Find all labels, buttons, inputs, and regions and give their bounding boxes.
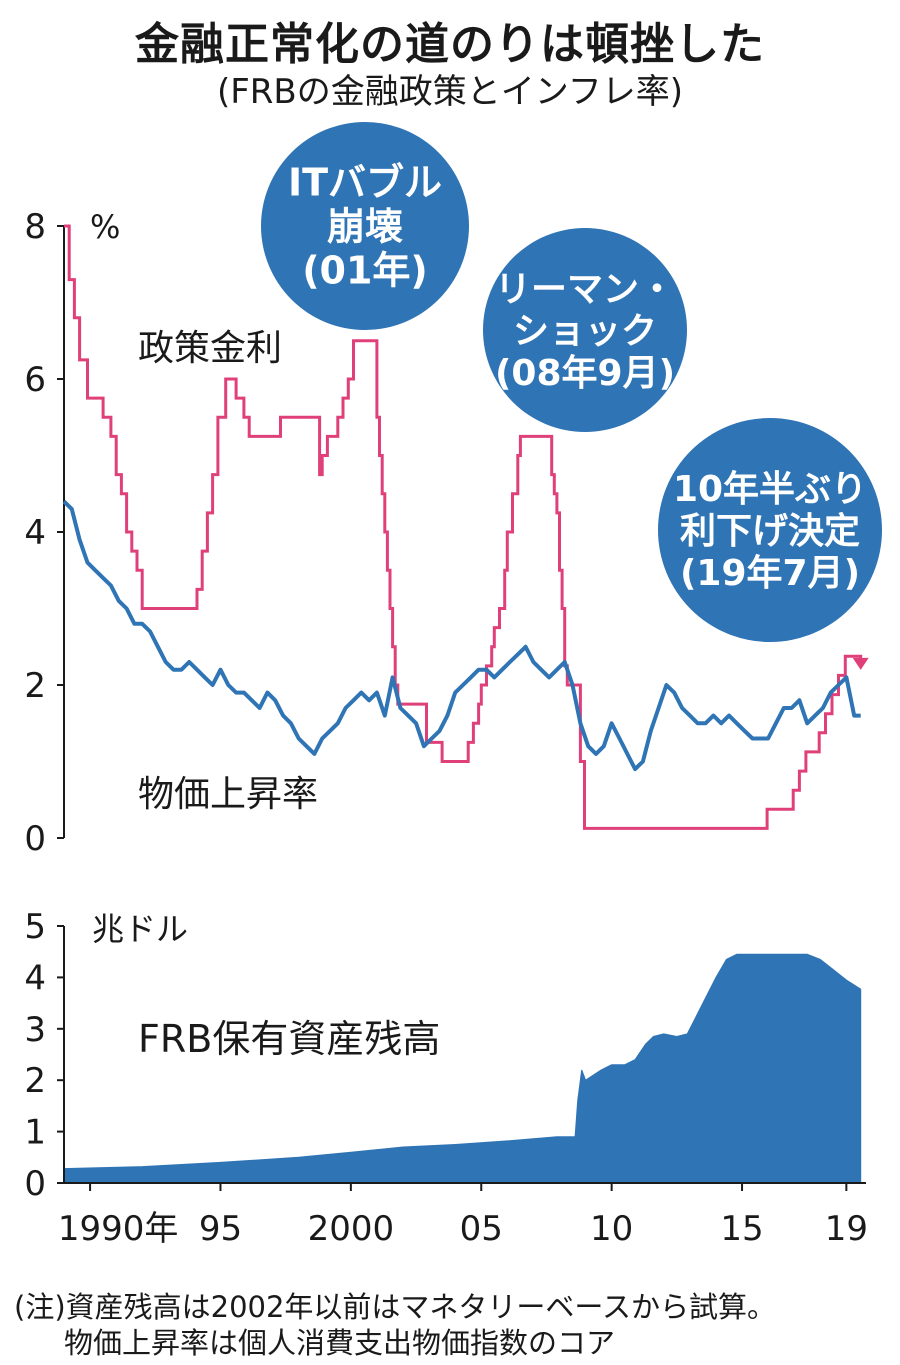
x-tick-label: 19 xyxy=(825,1209,868,1249)
note-line-2: 物価上昇率は個人消費支出物価指数のコア xyxy=(64,1326,616,1360)
x-tick-label: 15 xyxy=(720,1209,763,1249)
x-tick-label: 2000 xyxy=(308,1209,395,1249)
event-bubble-label: リーマン・ xyxy=(495,269,675,310)
event-bubble-label: 利下げ決定 xyxy=(680,511,860,552)
event-bubble-label: (01年) xyxy=(302,249,428,293)
balance-y-tick-label: 5 xyxy=(24,907,46,947)
event-bubble xyxy=(261,122,469,330)
x-tick-label: 95 xyxy=(199,1209,242,1249)
x-tick-label: 05 xyxy=(460,1209,503,1249)
event-bubble-label: 崩壊 xyxy=(327,205,403,249)
balance-series-label: FRB保有資産残高 xyxy=(138,1017,440,1061)
rate-y-tick-label: 0 xyxy=(24,819,46,859)
balance-y-tick-label: 2 xyxy=(24,1061,46,1101)
event-bubble-label: ショック xyxy=(513,311,657,352)
event-bubble-label: 10年半ぶり xyxy=(673,469,867,510)
rate-y-tick-label: 4 xyxy=(24,513,46,553)
balance-y-tick-label: 3 xyxy=(24,1010,46,1050)
rate-y-tick-label: 6 xyxy=(24,360,46,400)
inflation-line xyxy=(62,499,861,772)
chart-title: 金融正常化の道のりは頓挫した xyxy=(135,19,765,70)
event-bubble-label: (08年9月) xyxy=(495,353,675,394)
event-bubble-label: ITバブル xyxy=(288,161,442,205)
balance-sheet-area xyxy=(63,953,862,1184)
policy-rate-series-label: 政策金利 xyxy=(138,328,282,369)
event-bubble-label: (19年7月) xyxy=(680,553,860,594)
x-tick-label: 10 xyxy=(590,1209,633,1249)
balance-y-tick-label: 1 xyxy=(24,1113,46,1153)
event-bubble xyxy=(483,228,687,432)
rate-cut-arrow xyxy=(852,657,869,670)
note-line-1: (注)資産残高は2002年以前はマネタリーベースから試算。 xyxy=(14,1290,776,1324)
event-bubble xyxy=(658,418,882,642)
rate-y-tick-label: 2 xyxy=(24,666,46,706)
balance-y-unit-label: 兆ドル xyxy=(92,910,188,948)
balance-y-tick-label: 0 xyxy=(24,1164,46,1204)
rate-y-tick-label: 8 xyxy=(24,207,46,247)
inflation-series-label: 物価上昇率 xyxy=(138,774,318,815)
x-tick-label: 1990年 xyxy=(58,1209,179,1249)
chart-subtitle: (FRBの金融政策とインフレ率) xyxy=(216,72,683,112)
balance-y-tick-label: 4 xyxy=(24,958,46,998)
rate-y-unit-label: % xyxy=(90,208,120,246)
